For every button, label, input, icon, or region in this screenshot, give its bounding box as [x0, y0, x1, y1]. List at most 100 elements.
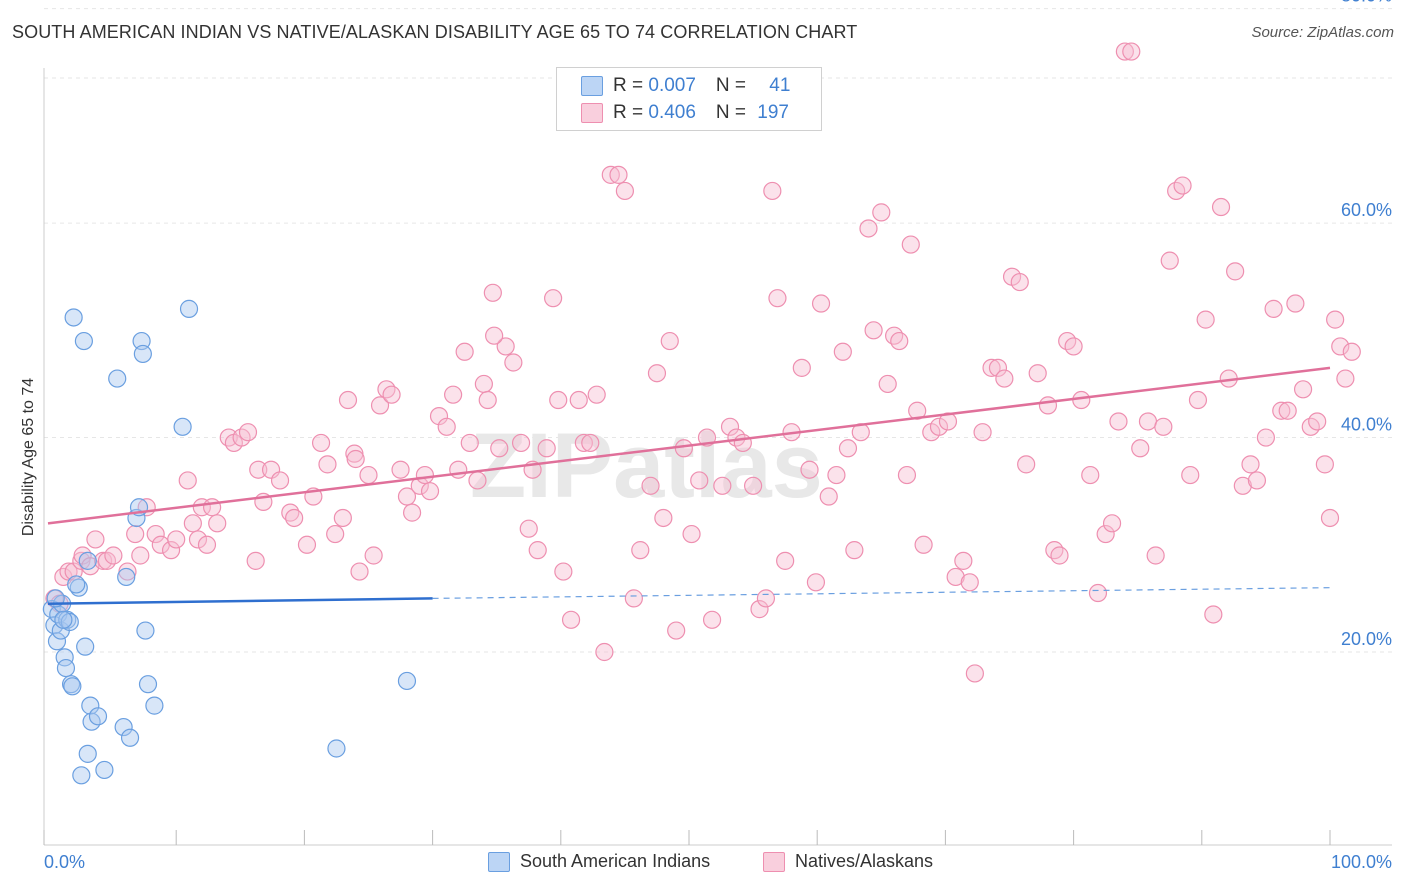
- natives-alaskans-point-191: [485, 326, 504, 345]
- chart-title: SOUTH AMERICAN INDIAN VS NATIVE/ALASKAN …: [12, 22, 858, 42]
- natives-alaskans-point-116: [827, 465, 846, 485]
- natives-alaskans-point-85: [601, 165, 620, 184]
- n-label: N =: [715, 102, 752, 123]
- natives-alaskans-point-79: [561, 610, 581, 629]
- natives-alaskans-point-187: [1331, 337, 1350, 356]
- natives-alaskans-point-54: [402, 503, 422, 522]
- natives-alaskans-point-112: [800, 460, 819, 479]
- natives-alaskans-point-153: [1088, 583, 1108, 603]
- natives-alaskans-point-75: [537, 439, 556, 458]
- natives-alaskans-point-50: [377, 380, 396, 399]
- natives-alaskans-point-47: [359, 465, 378, 485]
- natives-alaskans-point-126: [890, 331, 909, 351]
- natives-alaskans-point-147: [1045, 541, 1064, 560]
- south-american-indian-point-33: [145, 696, 164, 715]
- south-american-indian-point-26: [120, 728, 140, 747]
- natives-alaskans-point-65: [474, 374, 493, 394]
- natives-alaskans-point-118: [838, 439, 858, 458]
- legend-label: South American Indians: [520, 851, 711, 871]
- natives-alaskans-point-106: [756, 589, 776, 608]
- natives-alaskans-point-83: [587, 385, 606, 404]
- natives-alaskans-point-38: [297, 535, 317, 554]
- natives-alaskans-point-166: [1181, 465, 1200, 485]
- legend-label: Natives/Alaskans: [795, 851, 934, 871]
- south-american-indian-point-21: [88, 707, 108, 726]
- south-american-indians-trend-extension: [432, 587, 1331, 599]
- natives-alaskans-point-8: [86, 530, 105, 549]
- natives-alaskans-point-148: [1050, 546, 1069, 565]
- natives-alaskans-point-121: [859, 219, 878, 238]
- south-american-indian-point-31: [136, 621, 155, 640]
- natives-alaskans-point-100: [713, 476, 732, 495]
- natives-alaskans-point-175: [1247, 471, 1267, 490]
- natives-alaskans-point-173: [1233, 476, 1252, 495]
- natives-alaskans-point-90: [641, 476, 660, 495]
- natives-alaskans-point-119: [845, 541, 864, 560]
- natives-alaskans-point-20: [178, 471, 197, 490]
- legend-row-south-american-indians: R = 0.007 N = 41: [581, 75, 790, 99]
- natives-alaskans-point-16: [146, 524, 165, 544]
- n-label: N =: [715, 75, 752, 96]
- natives-alaskans-point-130: [914, 535, 933, 554]
- natives-alaskans-point-111: [792, 358, 811, 377]
- y-tick-label-3: 80.0%: [1341, 0, 1392, 6]
- source-label: Source: ZipAtlas.com: [1251, 24, 1394, 41]
- y-axis-title: Disability Age 65 to 74: [20, 378, 37, 536]
- natives-alaskans-point-136: [960, 573, 979, 592]
- south-american-indian-point-32: [138, 675, 158, 694]
- natives-alaskans-point-25: [202, 498, 222, 517]
- south-american-indian-point-14: [72, 766, 91, 785]
- natives-alaskans-point-168: [1196, 310, 1215, 329]
- natives-alaskans-point-134: [946, 567, 965, 587]
- natives-alaskans-point-86: [609, 165, 628, 184]
- natives-alaskans-point-101: [720, 417, 740, 436]
- x-tick-label-min: 0.0%: [44, 852, 85, 872]
- natives-alaskans-point-165: [1173, 176, 1192, 195]
- natives-alaskans-point-53: [397, 487, 417, 506]
- natives-alaskans-point-18: [161, 541, 181, 560]
- south-american-indian-point-11: [63, 677, 82, 696]
- south-american-indian-point-23: [108, 369, 127, 388]
- natives-alaskans-point-24: [197, 535, 217, 554]
- natives-alaskans-points: [45, 42, 1361, 683]
- natives-alaskans-point-144: [1017, 455, 1036, 474]
- south-american-indian-point-25: [117, 567, 136, 587]
- natives-alaskans-point-68: [490, 439, 509, 458]
- natives-alaskans-point-42: [326, 524, 345, 544]
- natives-alaskans-point-61: [449, 460, 468, 479]
- natives-alaskans-point-138: [973, 423, 992, 442]
- natives-alaskans-point-77: [549, 390, 568, 410]
- natives-alaskans-point-26: [208, 514, 227, 533]
- natives-alaskans-point-80: [569, 390, 588, 410]
- natives-alaskans-point-135: [954, 551, 973, 570]
- natives-alaskans-point-35: [270, 471, 290, 490]
- natives-alaskans-point-161: [1146, 546, 1165, 565]
- natives-alaskans-point-178: [1272, 401, 1291, 420]
- south-american-indians-points: [42, 299, 417, 785]
- natives-alaskans-point-71: [511, 433, 531, 453]
- r-value: 0.007: [648, 75, 696, 96]
- natives-alaskans-point-44: [338, 390, 358, 410]
- natives-alaskans-point-14: [131, 546, 150, 565]
- natives-alaskans-point-96: [682, 524, 701, 544]
- south-american-indian-point-15: [74, 331, 93, 351]
- y-tick-label-2: 60.0%: [1341, 200, 1392, 220]
- natives-alaskans-point-72: [519, 519, 538, 538]
- y-axis-tick-labels: 20.0% 40.0% 60.0% 80.0%: [1341, 0, 1392, 649]
- natives-alaskans-point-103: [733, 433, 752, 453]
- natives-alaskans-point-105: [750, 600, 769, 619]
- natives-alaskans-point-46: [350, 562, 369, 581]
- natives-alaskans-point-140: [988, 358, 1008, 377]
- south-american-indians-trend-line: [47, 597, 433, 605]
- natives-alaskans-point-48: [364, 546, 383, 565]
- natives-alaskans-point-122: [864, 321, 883, 340]
- natives-alaskans-point-128: [901, 235, 920, 254]
- natives-alaskans-point-107: [763, 181, 782, 201]
- south-american-indian-point-18: [78, 551, 97, 570]
- natives-alaskans-point-21: [183, 514, 202, 533]
- natives-alaskans-trend-line: [47, 366, 1331, 525]
- south-american-indian-point-40: [54, 610, 73, 629]
- natives-alaskans-point-117: [833, 342, 852, 361]
- n-value: 41: [769, 75, 791, 96]
